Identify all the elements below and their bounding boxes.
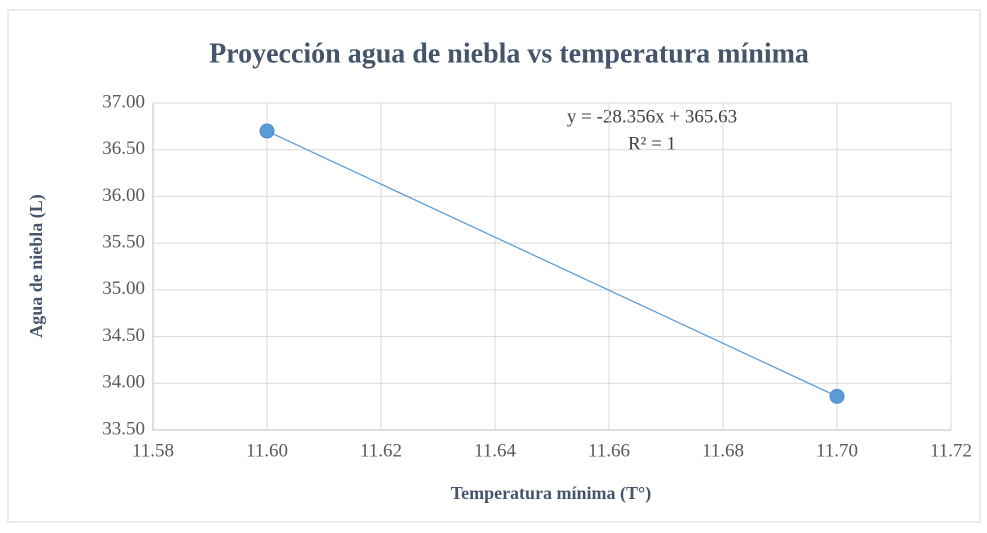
point	[829, 388, 845, 404]
x-tick-label: 11.62	[360, 440, 402, 461]
y-tick-label: 36.00	[102, 185, 145, 206]
y-tick-label: 34.50	[102, 325, 145, 346]
y-tick-label: 33.50	[102, 418, 145, 439]
chart-title: Proyección agua de niebla vs temperatura…	[209, 38, 809, 69]
x-tick-label: 11.60	[246, 440, 288, 461]
y-tick-label: 35.00	[102, 278, 145, 299]
x-tick-label: 11.58	[132, 440, 174, 461]
point	[259, 123, 275, 139]
y-axis-title: Agua de niebla (L)	[26, 194, 47, 338]
x-tick-label: 11.70	[816, 440, 858, 461]
x-tick-label: 11.66	[588, 440, 630, 461]
x-tick-label: 11.68	[702, 440, 744, 461]
x-tick-label: 11.64	[474, 440, 517, 461]
y-tick-label: 36.50	[102, 138, 145, 159]
r-squared: R² = 1	[628, 133, 676, 154]
x-axis-title: Temperatura mínima (T°)	[451, 483, 652, 504]
equation: y = -28.356x + 365.63	[567, 106, 737, 127]
x-tick-label: 11.72	[930, 440, 972, 461]
y-tick-label: 37.00	[102, 91, 145, 112]
trendline	[266, 130, 838, 397]
y-tick-label: 34.00	[102, 372, 145, 393]
y-tick-label: 35.50	[102, 232, 145, 253]
chart-border	[7, 9, 981, 523]
